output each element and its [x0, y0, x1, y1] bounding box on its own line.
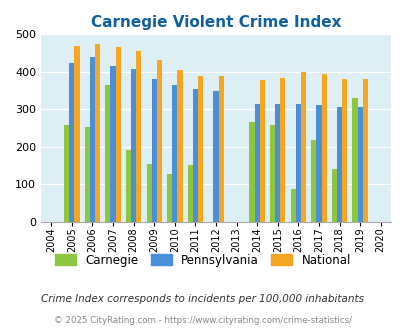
Bar	[172, 85, 177, 222]
Bar	[269, 125, 275, 222]
Bar	[64, 125, 69, 222]
Bar	[213, 91, 218, 222]
Bar	[156, 59, 162, 222]
Bar	[352, 98, 357, 222]
Bar	[187, 165, 192, 222]
Bar	[249, 122, 254, 222]
Bar	[336, 107, 341, 222]
Bar	[74, 46, 79, 222]
Bar	[69, 63, 74, 222]
Bar	[110, 66, 115, 222]
Bar	[131, 69, 136, 222]
Bar	[115, 47, 120, 222]
Bar	[192, 89, 198, 222]
Bar	[259, 80, 264, 222]
Bar	[300, 72, 305, 222]
Bar	[362, 80, 367, 222]
Bar	[151, 79, 156, 222]
Bar	[85, 127, 90, 222]
Title: Carnegie Violent Crime Index: Carnegie Violent Crime Index	[91, 15, 341, 30]
Text: © 2025 CityRating.com - https://www.cityrating.com/crime-statistics/: © 2025 CityRating.com - https://www.city…	[54, 316, 351, 325]
Bar	[146, 164, 151, 222]
Bar	[331, 169, 336, 222]
Bar	[90, 56, 95, 222]
Bar	[315, 105, 321, 222]
Bar	[167, 174, 172, 222]
Bar	[321, 74, 326, 222]
Bar	[311, 140, 315, 222]
Bar	[254, 104, 259, 222]
Bar	[290, 189, 295, 222]
Bar	[295, 104, 300, 222]
Bar	[341, 79, 346, 222]
Bar	[218, 77, 223, 222]
Bar	[95, 44, 100, 222]
Bar	[279, 78, 285, 222]
Bar	[275, 104, 279, 222]
Text: Crime Index corresponds to incidents per 100,000 inhabitants: Crime Index corresponds to incidents per…	[41, 294, 364, 304]
Legend: Carnegie, Pennsylvania, National: Carnegie, Pennsylvania, National	[50, 249, 355, 271]
Bar	[357, 107, 362, 222]
Bar	[198, 77, 202, 222]
Bar	[126, 150, 131, 222]
Bar	[177, 70, 182, 222]
Bar	[136, 51, 141, 222]
Bar	[105, 85, 110, 222]
